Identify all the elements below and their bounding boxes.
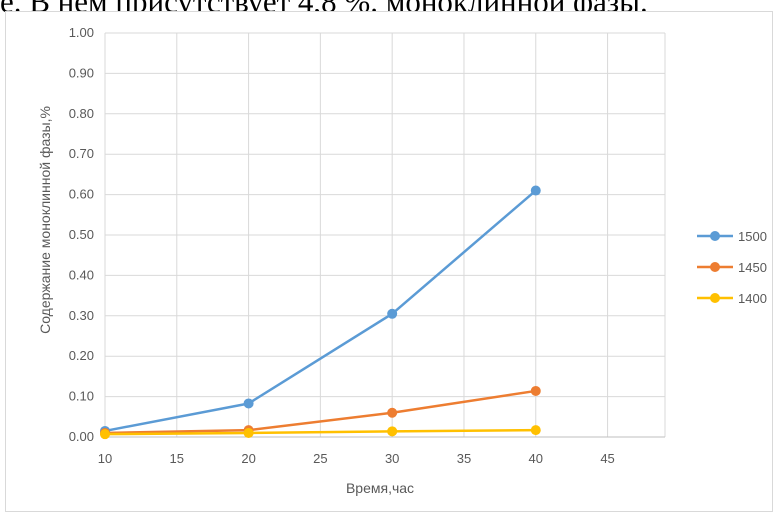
x-tick-label: 35	[457, 451, 471, 466]
series-line-1500	[104, 189, 537, 433]
legend-label-1500: 1500	[738, 229, 767, 244]
x-tick-label: 15	[170, 451, 184, 466]
legend-marker-1450	[710, 262, 720, 272]
y-tick-label: 0.20	[69, 348, 94, 363]
y-tick-label: 0.30	[69, 308, 94, 323]
series-line-1450	[104, 389, 536, 435]
x-axis-title: Время,час	[346, 480, 414, 496]
x-tick-label: 45	[600, 451, 614, 466]
series-lines	[100, 185, 541, 440]
x-axis-ticks: 10 15 20 25 30 35 40 45	[98, 451, 615, 466]
data-point-1400	[387, 426, 398, 437]
gridlines	[104, 32, 666, 438]
data-point-1400	[100, 429, 110, 440]
data-point-1500	[387, 308, 398, 319]
x-tick-label: 30	[385, 451, 399, 466]
data-point-1400	[243, 427, 254, 438]
legend-marker-1500	[710, 231, 720, 241]
data-point-1500	[530, 185, 541, 196]
y-tick-label: 0.70	[69, 146, 94, 161]
y-axis-ticks: 0.00 0.10 0.20 0.30 0.40 0.50 0.60 0.70 0.80 0.90…	[69, 25, 94, 444]
x-tick-label: 25	[313, 451, 327, 466]
y-tick-label: 0.00	[69, 429, 94, 444]
x-tick-label: 40	[529, 451, 543, 466]
series-line-1400	[104, 428, 536, 436]
x-tick-label: 20	[241, 451, 255, 466]
legend-label-1400: 1400	[738, 291, 767, 306]
data-point-1450	[530, 385, 541, 396]
x-tick-label: 10	[98, 451, 112, 466]
y-tick-label: 0.50	[69, 227, 94, 242]
legend: 1500 1450 1400	[697, 229, 767, 306]
y-tick-label: 0.80	[69, 106, 94, 121]
y-tick-label: 1.00	[69, 25, 94, 40]
y-tick-label: 0.90	[69, 65, 94, 80]
y-axis-title: Содержание моноклинной фазы,%	[37, 106, 53, 334]
y-tick-label: 0.60	[69, 187, 94, 202]
y-tick-label: 0.40	[69, 267, 94, 282]
legend-marker-1400	[710, 293, 720, 303]
y-tick-label: 0.10	[69, 389, 94, 404]
data-point-1400	[530, 425, 541, 436]
legend-label-1450: 1450	[738, 260, 767, 275]
data-point-1500	[243, 398, 254, 409]
data-point-1450	[387, 407, 398, 418]
